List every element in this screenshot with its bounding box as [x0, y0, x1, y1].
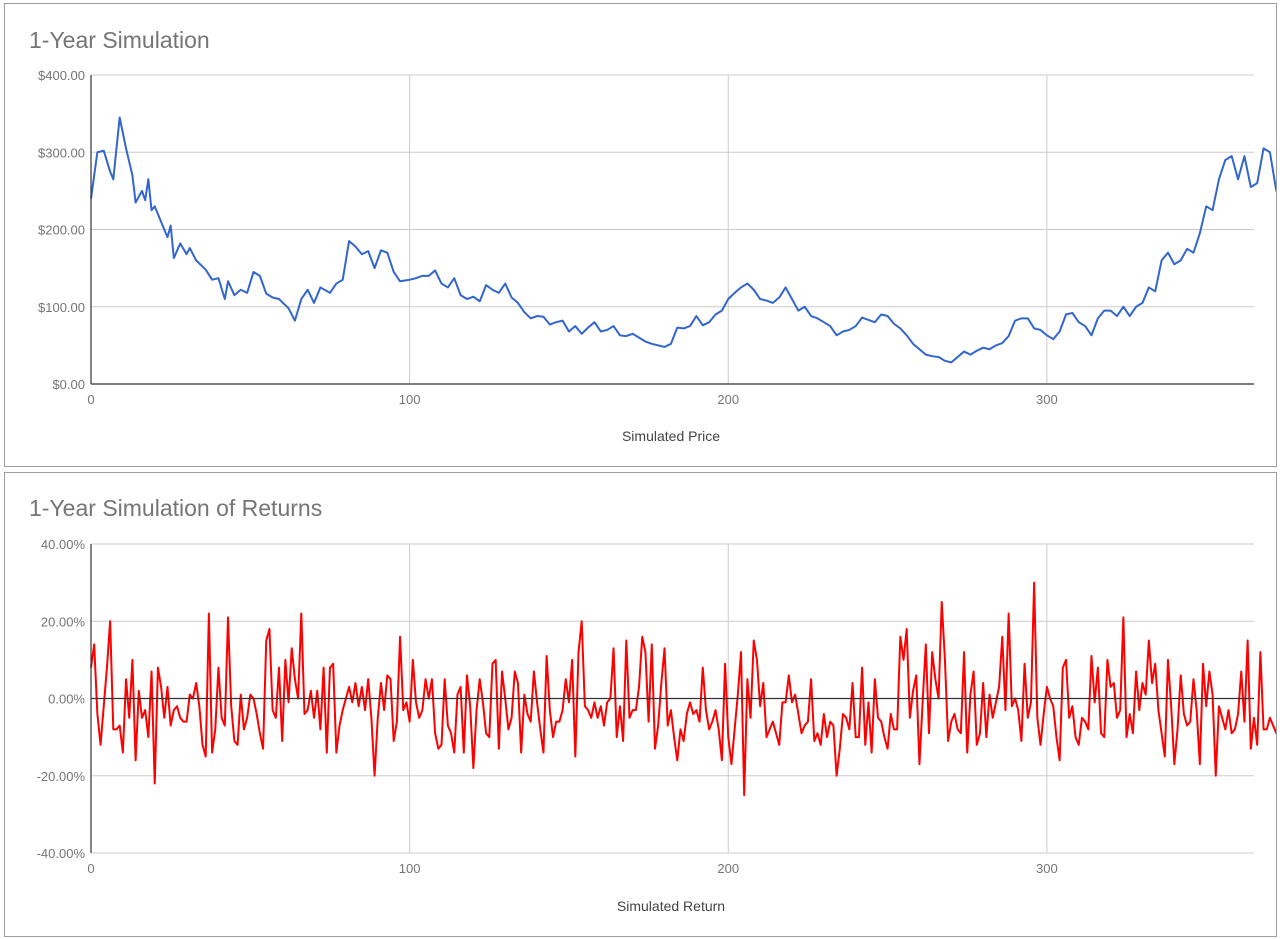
y-tick-label: $0.00 [52, 377, 85, 392]
x-tick-label: 200 [717, 392, 739, 407]
price-chart-title: 1-Year Simulation [29, 27, 210, 53]
returns-chart-axes [90, 544, 1254, 853]
price-chart-x-tick-labels: 0 100 200 300 [87, 392, 1057, 407]
price-chart-panel: 1-Year Simulation $0.00 $100.00 $200.00 $30… [4, 3, 1277, 467]
price-chart-x-axis-label: Simulated Price [622, 428, 720, 444]
y-tick-label: -20.00% [37, 769, 86, 784]
price-chart-y-tick-labels: $0.00 $100.00 $200.00 $300.00 $400.00 [38, 68, 85, 392]
returns-chart-panel: 1-Year Simulation of Returns -40.00% -20.… [4, 472, 1277, 937]
y-tick-label: $300.00 [38, 145, 85, 160]
y-tick-label: -40.00% [37, 846, 86, 861]
x-tick-label: 100 [399, 861, 421, 876]
x-tick-label: 100 [399, 392, 421, 407]
price-chart-axes [90, 75, 1254, 385]
returns-chart: 1-Year Simulation of Returns -40.00% -20.… [29, 495, 1276, 914]
x-tick-label: 0 [87, 392, 94, 407]
price-chart: 1-Year Simulation $0.00 $100.00 $200.00 $30… [29, 27, 1276, 444]
x-tick-label: 300 [1036, 392, 1058, 407]
y-tick-label: 0.00% [48, 692, 85, 707]
y-tick-label: 40.00% [41, 537, 86, 552]
returns-chart-x-axis-label: Simulated Return [617, 898, 725, 914]
x-tick-label: 300 [1036, 861, 1058, 876]
price-series-line [90, 116, 1276, 364]
y-tick-label: $400.00 [38, 68, 85, 83]
returns-chart-y-tick-labels: -40.00% -20.00% 0.00% 20.00% 40.00% [37, 537, 86, 861]
returns-chart-title: 1-Year Simulation of Returns [29, 495, 322, 521]
x-tick-label: 200 [717, 861, 739, 876]
y-tick-label: 20.00% [41, 614, 86, 629]
x-tick-label: 0 [87, 861, 94, 876]
returns-series-line [90, 581, 1276, 797]
returns-chart-x-tick-labels: 0 100 200 300 [87, 861, 1057, 876]
y-tick-label: $200.00 [38, 223, 85, 238]
y-tick-label: $100.00 [38, 300, 85, 315]
